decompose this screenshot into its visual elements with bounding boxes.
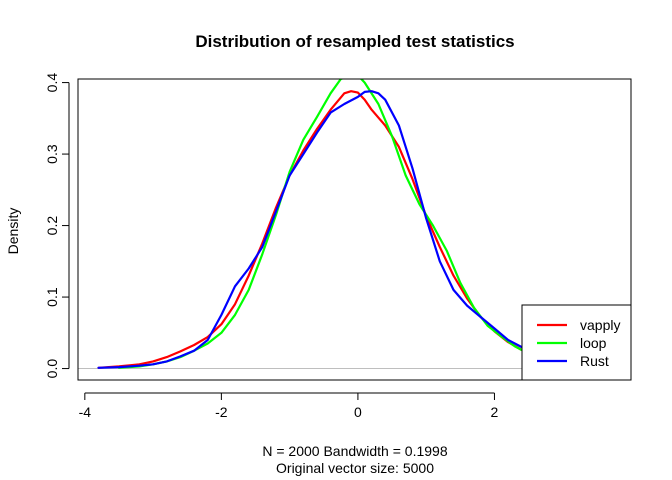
y-tick-label: 0.2 [44, 216, 60, 236]
x-tick-label: 0 [354, 404, 362, 420]
series-line-vapply [97, 90, 523, 369]
y-tick-label: 0.3 [44, 144, 60, 164]
x-tick-label: 2 [491, 404, 499, 420]
legend: vapply loop Rust [521, 304, 632, 381]
legend-label-vapply: vapply [580, 317, 620, 333]
y-tick-label: 0.1 [44, 287, 60, 307]
x-axis-sublabel: Original vector size: 5000 [276, 460, 434, 476]
x-axis-label: N = 2000 Bandwidth = 0.1998 [262, 443, 447, 459]
series-line-rust [97, 90, 523, 369]
plot-area: -4 -2 0 2 0.0 0.1 0.2 0.3 0.4 [44, 73, 632, 420]
legend-label-loop: loop [580, 335, 607, 351]
x-tick-label: -2 [215, 404, 228, 420]
chart-title: Distribution of resampled test statistic… [195, 32, 514, 51]
y-tick-label: 0.0 [44, 359, 60, 379]
y-axis-label: Density [5, 208, 21, 255]
plot-frame [77, 78, 632, 381]
x-tick-label: -4 [79, 404, 92, 420]
y-tick-label: 0.4 [44, 73, 60, 93]
series-line-loop [117, 79, 523, 369]
legend-label-rust: Rust [580, 353, 609, 369]
